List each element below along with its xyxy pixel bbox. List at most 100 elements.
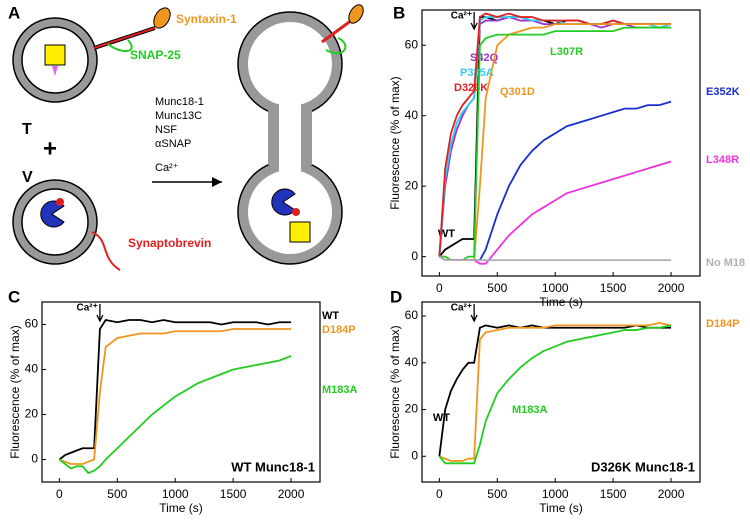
- syntaxin-head: [348, 4, 364, 24]
- t-label: T: [22, 121, 32, 138]
- panel: B 0 500 1000 1500 2000 0 20 40 60 Fluorescence (% …: [388, 3, 745, 309]
- series-line: [439, 322, 672, 462]
- reagent: Ca²⁺: [155, 162, 179, 174]
- x-axis-title: Time (s): [159, 501, 203, 515]
- x-tick-label: 2000: [658, 281, 685, 295]
- x-tick-label: 500: [487, 281, 507, 295]
- y-tick-label: 20: [405, 178, 419, 192]
- series-label: P335A: [460, 67, 494, 79]
- series-label: D184P: [322, 324, 356, 336]
- syntaxin-stick: [321, 18, 353, 44]
- plot-frame: [421, 9, 701, 277]
- snap25: [325, 37, 347, 55]
- synaptobrevin: [91, 231, 121, 271]
- x-tick-label: 2000: [278, 487, 305, 501]
- reagent: αSNAP: [155, 138, 191, 150]
- series-line: [58, 319, 292, 461]
- reagent: Munc18-1: [155, 96, 204, 108]
- annotation-arrow: [470, 304, 478, 323]
- y-tick-label: 60: [405, 308, 419, 322]
- series-label: D326K: [454, 82, 488, 94]
- y-tick-label: 40: [405, 355, 419, 369]
- series-label: D184P: [706, 318, 740, 330]
- series-label: Q301D: [500, 86, 535, 98]
- x-tick-label: 2000: [658, 487, 685, 501]
- panel-label: A: [8, 3, 20, 22]
- y-tick-label: 40: [405, 108, 419, 122]
- yellow-square: [44, 44, 66, 66]
- y-tick-label: 0: [31, 452, 38, 466]
- plot-frame: [41, 301, 321, 483]
- yellow-square: [289, 221, 311, 243]
- red-dot: [56, 198, 64, 206]
- y-tick-label: 20: [25, 407, 39, 421]
- red-dot: [292, 208, 300, 216]
- x-tick-label: 1500: [600, 487, 627, 501]
- x-tick-label: 0: [56, 487, 63, 501]
- subtitle: D326K Munc18-1: [591, 459, 695, 474]
- syntaxin-head: [153, 7, 171, 29]
- series-label: WT: [433, 412, 450, 424]
- series-label: L348R: [706, 154, 739, 166]
- y-tick-label: 0: [411, 249, 418, 263]
- x-tick-label: 1000: [542, 281, 569, 295]
- y-tick-label: 60: [405, 37, 419, 51]
- pacman: [271, 188, 296, 216]
- syntaxin-label: Syntaxin-1: [176, 12, 237, 26]
- series-line: [438, 324, 672, 465]
- arrow-head: [212, 177, 222, 187]
- x-tick-label: 500: [107, 487, 127, 501]
- synaptobrevin-label: Synaptobrevin: [128, 236, 211, 250]
- y-tick-label: 0: [411, 448, 418, 462]
- annotation: Ca²⁺: [451, 11, 472, 22]
- series-line: [58, 355, 292, 475]
- snap25: [107, 39, 133, 52]
- x-tick-label: 1500: [220, 487, 247, 501]
- series-line: [438, 324, 672, 457]
- plus: +: [43, 135, 57, 162]
- panel-a: A Syntaxin-1 SNAP-25 T + V Synaptobrevin…: [8, 3, 364, 271]
- series-label: E352K: [706, 86, 740, 98]
- panel-label: C: [8, 287, 20, 306]
- y-tick-label: 40: [25, 362, 39, 376]
- x-tick-label: 1500: [600, 281, 627, 295]
- x-tick-label: 1000: [162, 487, 189, 501]
- panel-label: D: [390, 287, 402, 306]
- annotation: Ca²⁺: [451, 303, 472, 314]
- triangle: [52, 66, 58, 76]
- y-axis-title: Fluorescence (% of max): [388, 325, 402, 458]
- v-label: V: [22, 169, 33, 186]
- subtitle: WT Munc18-1: [231, 459, 315, 474]
- x-tick-label: 1000: [542, 487, 569, 501]
- x-axis-title: Time (s): [539, 501, 583, 515]
- reagent: Munc13C: [155, 110, 202, 122]
- x-tick-label: 0: [436, 487, 443, 501]
- x-tick-label: 0: [436, 281, 443, 295]
- annotation-arrow: [96, 304, 104, 323]
- plot-frame: [421, 301, 701, 483]
- fused-lumen: [248, 22, 332, 106]
- series-label: WT: [322, 310, 339, 322]
- y-axis-title: Fluorescence (% of max): [388, 76, 402, 209]
- y-tick-label: 20: [405, 402, 419, 416]
- series-line: [438, 255, 672, 262]
- y-axis-title: Fluorescence (% of max): [8, 325, 22, 458]
- fused-pore: [279, 100, 301, 172]
- snap-label: SNAP-25: [130, 48, 181, 62]
- x-tick-label: 500: [487, 487, 507, 501]
- annotation-arrow: [470, 12, 478, 31]
- reagent: NSF: [155, 124, 177, 136]
- panel-label: B: [393, 3, 405, 22]
- annotation: Ca²⁺: [77, 303, 98, 314]
- syntaxin-core: [93, 27, 156, 49]
- series-label: L307R: [550, 46, 583, 58]
- series-line: [59, 328, 292, 465]
- y-tick-label: 60: [25, 317, 39, 331]
- series-label: M183A: [512, 404, 548, 416]
- series-label: No M18: [706, 257, 745, 269]
- series-label: M183A: [322, 384, 358, 396]
